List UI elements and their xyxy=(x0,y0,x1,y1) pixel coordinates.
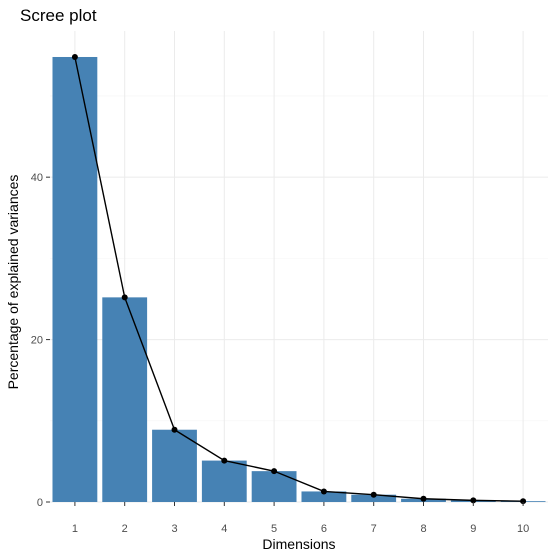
trend-line-path xyxy=(74,56,524,502)
point-dim-8 xyxy=(420,495,427,502)
x-tick-label: 5 xyxy=(271,523,277,535)
x-tick-label: 10 xyxy=(517,523,529,535)
bar-dim-2 xyxy=(102,297,148,502)
x-tick-label: 7 xyxy=(371,523,377,535)
y-tick-label: 40 xyxy=(31,172,43,184)
point-dim-1 xyxy=(71,53,78,60)
point-dim-9 xyxy=(470,497,477,504)
x-tick-label: 3 xyxy=(171,523,177,535)
grid-lines xyxy=(50,31,548,503)
x-axis: 1 2 3 4 5 6 7 8 9 10 xyxy=(72,502,529,535)
bar-dim-7 xyxy=(351,494,397,502)
bar-dim-1 xyxy=(52,56,98,502)
y-tick-label: 20 xyxy=(31,335,43,347)
x-tick-label: 8 xyxy=(420,523,426,535)
point-dim-6 xyxy=(320,488,327,495)
y-axis-title: Percentage of explained variances xyxy=(5,175,21,390)
bars xyxy=(52,56,546,502)
point-dim-5 xyxy=(271,468,278,475)
y-tick-label: 0 xyxy=(37,497,43,509)
trend-line xyxy=(74,56,524,502)
bar-dim-3 xyxy=(152,429,197,502)
x-tick-label: 6 xyxy=(321,523,327,535)
bar-dim-6 xyxy=(301,491,347,502)
x-tick-label: 2 xyxy=(122,523,128,535)
bar-dim-5 xyxy=(251,471,297,502)
y-axis: 0 20 40 xyxy=(31,172,50,509)
chart-title: Scree plot xyxy=(20,6,97,25)
points xyxy=(71,53,527,505)
x-tick-label: 9 xyxy=(470,523,476,535)
point-dim-4 xyxy=(221,457,228,464)
point-dim-3 xyxy=(171,426,178,433)
x-tick-label: 1 xyxy=(72,523,78,535)
x-tick-label: 4 xyxy=(221,523,227,535)
x-axis-title: Dimensions xyxy=(262,536,335,552)
bar-dim-4 xyxy=(201,460,247,502)
point-dim-2 xyxy=(121,294,128,301)
point-dim-10 xyxy=(520,498,527,505)
point-dim-7 xyxy=(370,491,377,498)
